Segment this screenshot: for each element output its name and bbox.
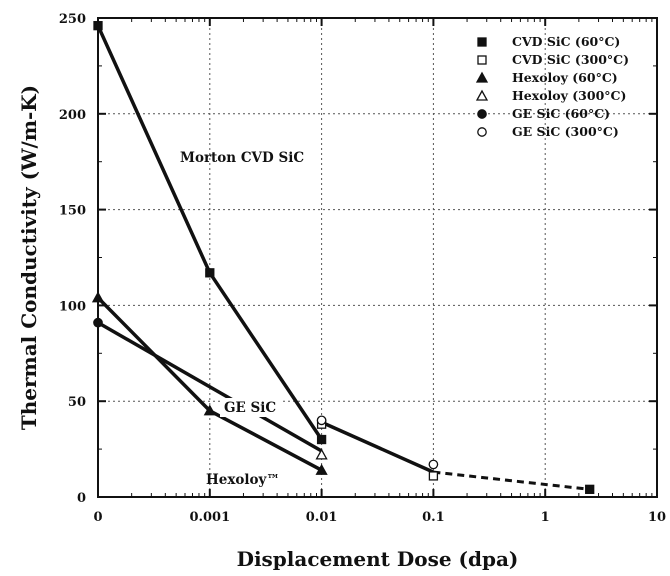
x-tick-label: 0	[93, 510, 102, 525]
data-point-filled-triangle	[203, 404, 216, 416]
data-point-filled-square	[205, 268, 215, 278]
series-line	[320, 420, 435, 474]
legend-marker-filled-square	[477, 37, 487, 47]
legend-marker-filled-circle	[477, 109, 487, 119]
data-point-open-circle	[316, 415, 327, 426]
y-tick-label: 0	[77, 491, 86, 506]
legend-label: Hexoloy (60°C)	[512, 70, 618, 85]
y-tick-label: 150	[59, 204, 86, 219]
x-axis-title: Displacement Dose (dpa)	[237, 547, 519, 571]
y-tick-label: 100	[59, 299, 86, 314]
data-point-open-circle	[428, 459, 439, 470]
y-tick-label: 200	[59, 108, 86, 123]
series-line-dashed	[433, 470, 590, 491]
data-point-filled-triangle	[315, 463, 328, 475]
y-tick-label: 50	[68, 395, 86, 410]
legend-label: Hexoloy (300°C)	[512, 88, 626, 103]
data-point-filled-square	[316, 434, 327, 445]
data-point-open-square	[428, 471, 439, 481]
data-point-open-triangle	[315, 448, 328, 460]
data-markers	[91, 21, 595, 494]
annotation-label: GE SiC	[224, 400, 276, 416]
legend-marker-open-circle	[477, 127, 487, 137]
x-tick-label: 0.001	[189, 510, 230, 525]
data-point-filled-square	[93, 21, 103, 31]
data-point-filled-circle	[93, 317, 103, 328]
y-axis-title: Thermal Conductivity (W/m-K)	[17, 85, 41, 430]
x-tick-label: 1	[541, 510, 550, 525]
legend-marker-filled-triangle	[475, 71, 489, 83]
legend-label: GE SiC (60°C)	[512, 106, 610, 121]
annotation-label: Hexoloy™	[206, 472, 280, 488]
series-line	[97, 321, 323, 453]
annotation-mask	[220, 398, 282, 417]
legend-label: CVD SiC (60°C)	[512, 34, 620, 49]
annotation-label: Morton CVD SiC	[180, 150, 304, 166]
x-tick-label: 0.01	[306, 510, 338, 525]
series-line	[96, 24, 324, 441]
legend-marker-open-square	[477, 55, 487, 65]
legend-marker-open-triangle	[475, 89, 489, 101]
data-point-filled-triangle	[91, 291, 105, 303]
grid-lines	[98, 18, 657, 497]
legend-label: CVD SiC (300°C)	[512, 52, 629, 67]
x-tick-label: 0.1	[422, 510, 445, 525]
annotations: Morton CVD SiC GE SiC Hexoloy™	[180, 150, 304, 488]
y-tick-label: 250	[59, 12, 86, 27]
legend-label: GE SiC (300°C)	[512, 124, 619, 139]
data-point-filled-square	[585, 484, 595, 494]
x-tick-label: 10	[648, 510, 666, 525]
legend: CVD SiC (60°C) CVD SiC (300°C) Hexoloy (60…	[475, 34, 629, 139]
